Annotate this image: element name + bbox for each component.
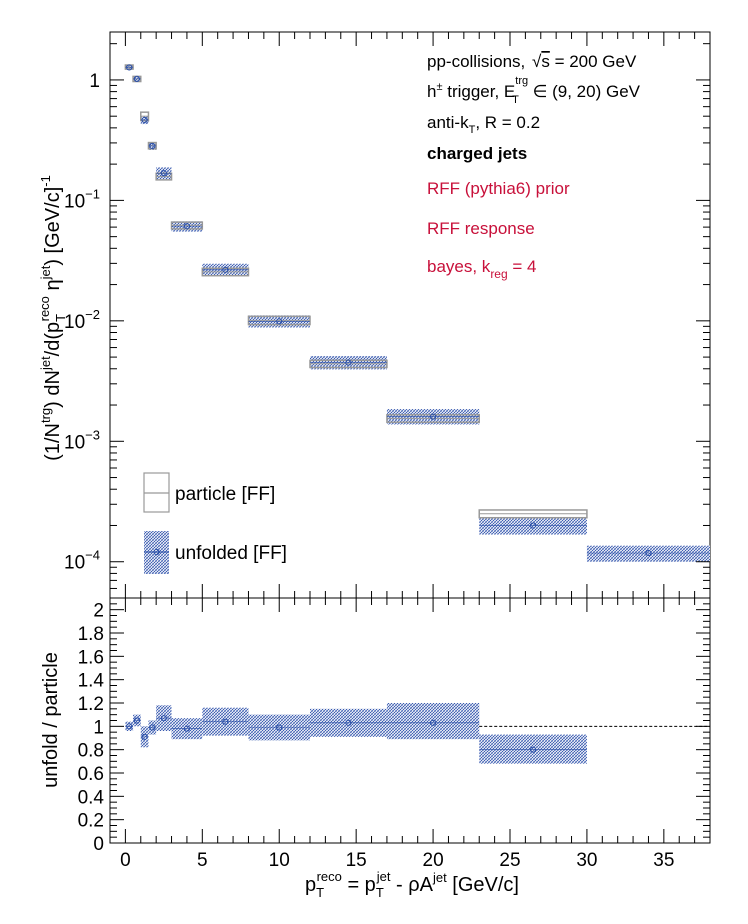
top-y-tick-label-2: 10−2 <box>64 307 100 333</box>
annotation-collisions: pp-collisions, √s = 200 GeV <box>427 52 637 71</box>
ratio-point-2 <box>141 733 148 740</box>
x-tick-label-7: 35 <box>653 850 674 871</box>
bottom-y-tick-label-2: 0.4 <box>78 787 105 808</box>
ratio-point-7 <box>276 724 283 731</box>
top-y-tick-label-3: 10−3 <box>64 427 100 453</box>
bottom-y-tick-label-5: 1 <box>93 717 104 738</box>
unfolded-point-4 <box>160 170 167 177</box>
annotation-jet-type: charged jets <box>427 144 527 163</box>
top-y-axis-label: (1/Ntrg) dNjet/d(pTreco ηjet) [GeV/c]-1 <box>37 175 68 461</box>
unfolded-point-6 <box>222 266 229 273</box>
unfolded-band-11 <box>586 545 710 562</box>
unfolded-point-8 <box>345 359 352 366</box>
annotation-algorithm: anti-kT, R = 0.2 <box>427 113 540 136</box>
x-tick-label-1: 5 <box>197 850 208 871</box>
unfolded-point-10 <box>529 522 537 529</box>
annotation-trigger: h± trigger, Etrg T ∈ (9, 20) GeV <box>427 75 641 106</box>
unfolded-point-9 <box>429 413 437 420</box>
ratio-band-10 <box>479 734 587 764</box>
ratio-point-9 <box>429 719 437 726</box>
bottom-y-tick-label-0: 0 <box>93 834 104 855</box>
unfolded-point-3 <box>149 142 156 150</box>
ratio-point-4 <box>160 715 167 722</box>
bottom-y-tick-label-9: 1.8 <box>78 624 104 645</box>
legend: particle [FF] unfolded [FF] <box>143 472 287 574</box>
x-tick-label-6: 30 <box>576 850 597 871</box>
top-y-tick-label-0: 1 <box>89 71 100 92</box>
top-y-tick-label-1: 10−1 <box>64 186 100 212</box>
x-tick-label-2: 10 <box>269 850 290 871</box>
legend-particle-label: particle [FF] <box>175 484 275 505</box>
unfolded-band-10 <box>479 517 587 535</box>
top-panel-frame <box>109 31 711 599</box>
bottom-y-tick-label-7: 1.4 <box>78 671 105 692</box>
bottom-y-tick-label-10: 2 <box>93 601 104 622</box>
ratio-point-3 <box>149 724 156 731</box>
ratio-band-9 <box>386 703 480 740</box>
bottom-y-tick-label-1: 0.2 <box>78 811 104 832</box>
unfolded-point-1 <box>133 75 141 82</box>
unfolded-point-7 <box>276 318 283 325</box>
annotation-prior: RFF (pythia6) prior <box>427 179 570 198</box>
annotation-method: bayes, kreg = 4 <box>427 257 537 281</box>
ratio-point-5 <box>183 725 191 732</box>
ratio-point-8 <box>345 719 352 726</box>
legend-unfolded-label: unfolded [FF] <box>175 543 287 564</box>
x-axis-label: pTreco = pTjet - ρAjet [GeV/c] <box>305 869 519 900</box>
unfolded-point-0 <box>126 64 133 71</box>
x-tick-label-3: 15 <box>346 850 367 871</box>
ratio-point-6 <box>222 718 229 725</box>
x-tick-label-4: 20 <box>423 850 444 871</box>
top-y-tick-label-4: 10−4 <box>64 548 100 574</box>
ratio-point-1 <box>133 717 141 724</box>
ratio-point-10 <box>529 746 537 753</box>
bottom-y-tick-label-8: 1.6 <box>78 647 104 668</box>
bottom-y-tick-label-4: 0.8 <box>78 741 104 762</box>
annotation-response: RFF response <box>427 219 535 238</box>
bottom-y-tick-label-3: 0.6 <box>78 764 104 785</box>
unfolded-point-5 <box>183 223 191 230</box>
unfolded-point-11 <box>645 549 652 557</box>
bottom-y-tick-label-6: 1.2 <box>78 694 104 715</box>
bottom-y-axis-label: unfold / particle <box>40 652 62 788</box>
x-tick-label-5: 25 <box>499 850 520 871</box>
unfolded-point-2 <box>141 116 148 124</box>
ratio-point-0 <box>126 723 133 730</box>
x-tick-label-0: 0 <box>120 850 131 871</box>
